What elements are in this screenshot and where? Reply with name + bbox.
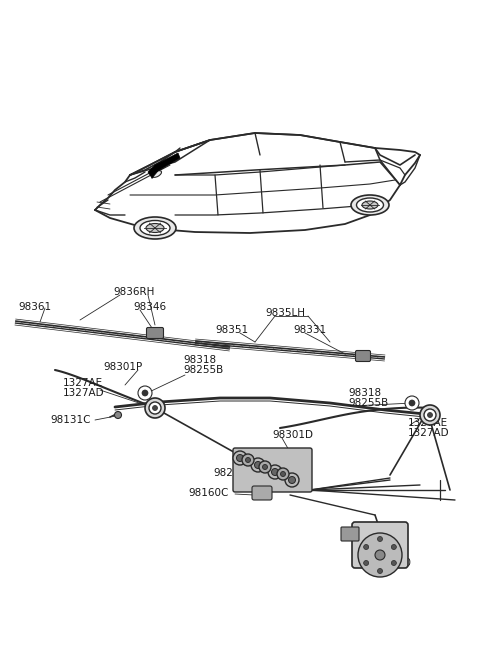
Circle shape	[237, 455, 243, 462]
Text: 1327AE: 1327AE	[63, 378, 103, 388]
Circle shape	[153, 405, 157, 411]
Circle shape	[259, 461, 271, 473]
Polygon shape	[148, 153, 180, 178]
Circle shape	[277, 468, 289, 480]
Ellipse shape	[362, 201, 378, 209]
Text: 1327AD: 1327AD	[408, 428, 450, 438]
Circle shape	[268, 465, 282, 479]
Text: 98301D: 98301D	[272, 430, 313, 440]
Circle shape	[115, 411, 121, 419]
Circle shape	[391, 561, 396, 565]
Text: 9835LH: 9835LH	[265, 308, 305, 318]
Text: 98318: 98318	[348, 388, 381, 398]
Circle shape	[251, 458, 265, 472]
Circle shape	[149, 402, 161, 414]
Circle shape	[280, 472, 286, 476]
Circle shape	[145, 398, 165, 418]
FancyBboxPatch shape	[341, 527, 359, 541]
Circle shape	[409, 400, 415, 406]
Ellipse shape	[134, 217, 176, 239]
Circle shape	[288, 476, 296, 483]
Ellipse shape	[153, 171, 161, 178]
Circle shape	[233, 451, 247, 465]
Text: 98131C: 98131C	[50, 415, 91, 425]
Circle shape	[254, 462, 262, 468]
Circle shape	[420, 405, 440, 425]
Ellipse shape	[351, 195, 389, 215]
Circle shape	[405, 396, 419, 410]
Circle shape	[263, 464, 267, 470]
Circle shape	[428, 413, 432, 417]
Text: 1327AE: 1327AE	[408, 418, 448, 428]
Text: 98200: 98200	[213, 468, 246, 478]
Circle shape	[272, 468, 278, 476]
Ellipse shape	[140, 221, 170, 236]
Circle shape	[377, 569, 383, 574]
Circle shape	[364, 561, 369, 565]
Circle shape	[138, 386, 152, 400]
FancyBboxPatch shape	[252, 486, 272, 500]
Circle shape	[242, 454, 254, 466]
Circle shape	[285, 473, 299, 487]
Text: 98318: 98318	[183, 355, 216, 365]
Text: 98255B: 98255B	[348, 398, 388, 408]
Text: 98361: 98361	[18, 302, 51, 312]
Circle shape	[358, 533, 402, 577]
Circle shape	[364, 544, 369, 550]
Circle shape	[377, 536, 383, 542]
FancyBboxPatch shape	[352, 522, 408, 568]
Text: 98331: 98331	[293, 325, 326, 335]
Circle shape	[375, 550, 385, 560]
Circle shape	[391, 544, 396, 550]
FancyBboxPatch shape	[146, 328, 164, 339]
Circle shape	[245, 457, 251, 462]
Ellipse shape	[357, 198, 384, 212]
Text: 98351: 98351	[215, 325, 248, 335]
Text: 98110: 98110	[378, 558, 411, 568]
Text: 98255B: 98255B	[183, 365, 223, 375]
Circle shape	[142, 390, 148, 396]
Ellipse shape	[146, 223, 164, 233]
Circle shape	[424, 409, 436, 421]
Text: 1327AD: 1327AD	[63, 388, 105, 398]
FancyBboxPatch shape	[356, 350, 371, 362]
Text: 98160C: 98160C	[188, 488, 228, 498]
Text: 98346: 98346	[133, 302, 166, 312]
Text: 98301P: 98301P	[103, 362, 142, 372]
Text: 9836RH: 9836RH	[113, 287, 155, 297]
FancyBboxPatch shape	[233, 448, 312, 492]
